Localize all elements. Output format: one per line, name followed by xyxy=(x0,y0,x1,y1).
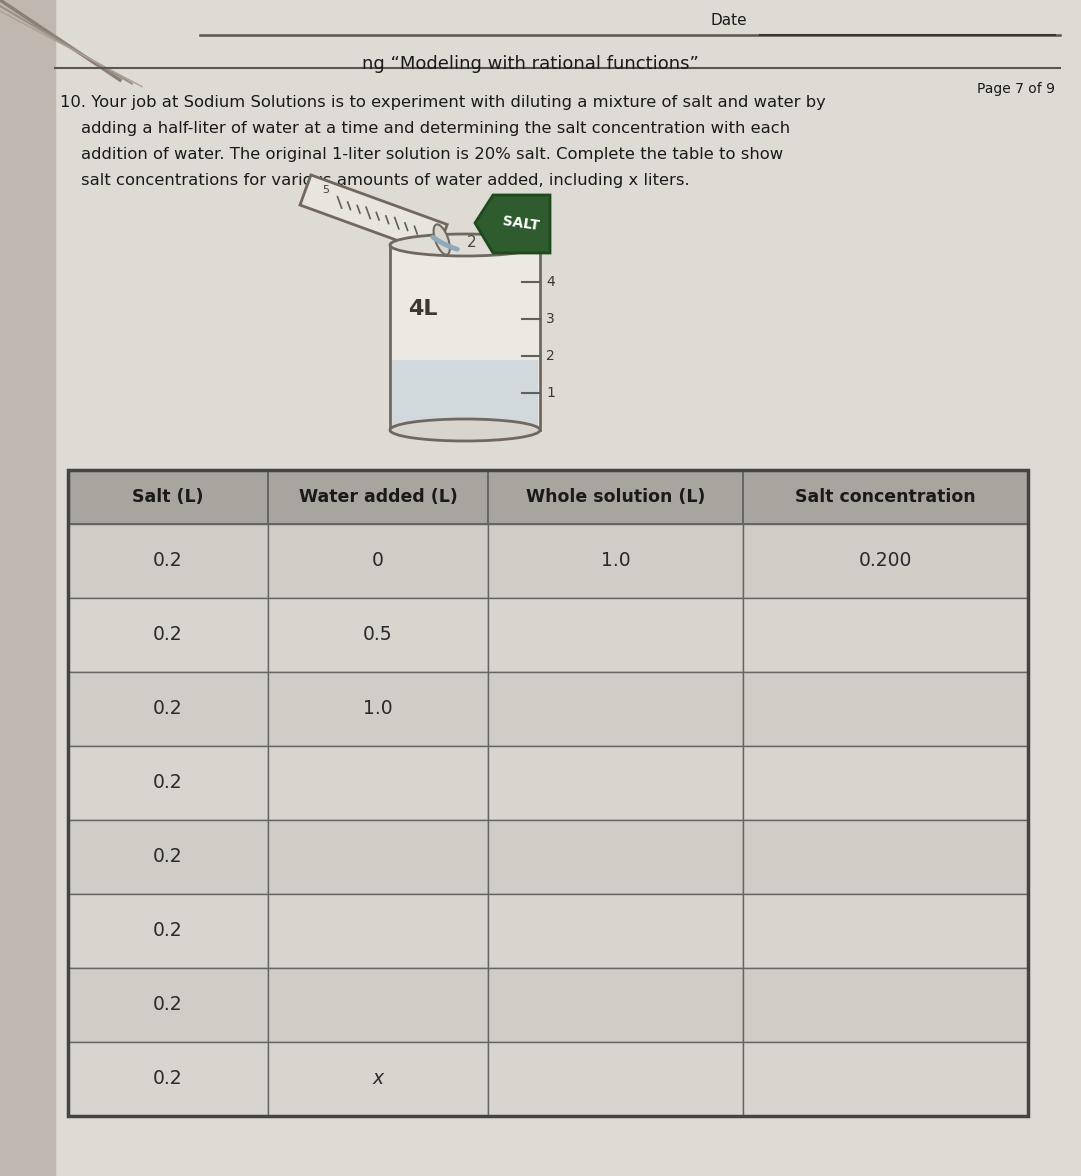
Bar xyxy=(268,524,488,599)
Bar xyxy=(390,245,540,430)
Bar xyxy=(68,894,268,968)
Bar xyxy=(68,470,268,524)
Bar xyxy=(268,894,488,968)
Text: Date: Date xyxy=(710,13,747,28)
Bar xyxy=(268,470,488,524)
Bar xyxy=(68,746,268,820)
Text: 0.2: 0.2 xyxy=(154,552,183,570)
Bar xyxy=(268,671,488,746)
Text: 4L: 4L xyxy=(408,299,438,319)
Bar xyxy=(743,746,1028,820)
Text: Whole solution (L): Whole solution (L) xyxy=(525,488,705,506)
Text: Water added (L): Water added (L) xyxy=(298,488,457,506)
Text: Salt (L): Salt (L) xyxy=(132,488,203,506)
Bar xyxy=(0,0,55,1176)
Text: 0.200: 0.200 xyxy=(858,552,912,570)
Bar xyxy=(268,968,488,1042)
Text: Page 7 of 9: Page 7 of 9 xyxy=(977,82,1055,96)
Bar xyxy=(488,524,743,599)
Ellipse shape xyxy=(390,234,540,256)
Bar xyxy=(743,599,1028,671)
Bar xyxy=(743,968,1028,1042)
Text: 0.2: 0.2 xyxy=(154,848,183,867)
Text: 1.0: 1.0 xyxy=(601,552,630,570)
Bar xyxy=(488,470,743,524)
Bar xyxy=(488,1042,743,1116)
Text: 5: 5 xyxy=(322,186,330,195)
Text: 0.2: 0.2 xyxy=(154,626,183,644)
Bar xyxy=(743,524,1028,599)
Bar xyxy=(743,894,1028,968)
Bar xyxy=(743,820,1028,894)
Bar xyxy=(68,599,268,671)
Bar xyxy=(68,820,268,894)
Bar xyxy=(392,360,538,430)
Bar xyxy=(488,671,743,746)
Bar xyxy=(488,820,743,894)
Text: ng “Modeling with rational functions”: ng “Modeling with rational functions” xyxy=(361,55,698,73)
Bar xyxy=(68,470,1028,1116)
Ellipse shape xyxy=(433,225,450,255)
Bar xyxy=(488,746,743,820)
Bar xyxy=(743,470,1028,524)
Text: 0.2: 0.2 xyxy=(154,774,183,793)
Ellipse shape xyxy=(390,419,540,441)
Bar xyxy=(268,820,488,894)
Text: x: x xyxy=(373,1069,384,1089)
Bar xyxy=(68,524,268,599)
Bar xyxy=(68,671,268,746)
Text: adding a half-liter of water at a time and determining the salt concentration wi: adding a half-liter of water at a time a… xyxy=(61,121,790,136)
Text: 0.2: 0.2 xyxy=(154,996,183,1015)
Bar xyxy=(488,599,743,671)
Text: 0.2: 0.2 xyxy=(154,700,183,719)
Bar xyxy=(268,746,488,820)
Text: 3: 3 xyxy=(546,312,555,326)
Bar xyxy=(488,968,743,1042)
Polygon shape xyxy=(301,175,448,254)
Text: Salt concentration: Salt concentration xyxy=(796,488,976,506)
Text: 1.0: 1.0 xyxy=(363,700,392,719)
Polygon shape xyxy=(475,195,550,253)
Text: 1: 1 xyxy=(546,386,555,400)
Text: 2: 2 xyxy=(546,349,555,363)
Bar xyxy=(68,968,268,1042)
Text: 0.2: 0.2 xyxy=(154,1069,183,1089)
Bar xyxy=(68,1042,268,1116)
Text: 2: 2 xyxy=(467,235,477,250)
Bar xyxy=(743,1042,1028,1116)
Text: 10. Your job at Sodium Solutions is to experiment with diluting a mixture of sal: 10. Your job at Sodium Solutions is to e… xyxy=(61,95,826,111)
Bar xyxy=(488,894,743,968)
Bar xyxy=(743,671,1028,746)
Text: 4: 4 xyxy=(546,275,555,289)
Text: salt concentrations for various amounts of water added, including x liters.: salt concentrations for various amounts … xyxy=(61,173,690,188)
Text: SALT: SALT xyxy=(502,214,540,234)
Bar xyxy=(268,599,488,671)
Text: addition of water. The original 1-liter solution is 20% salt. Complete the table: addition of water. The original 1-liter … xyxy=(61,147,783,162)
Text: 0: 0 xyxy=(372,552,384,570)
Text: 0.5: 0.5 xyxy=(363,626,392,644)
Text: 0.2: 0.2 xyxy=(154,922,183,941)
Bar xyxy=(268,1042,488,1116)
